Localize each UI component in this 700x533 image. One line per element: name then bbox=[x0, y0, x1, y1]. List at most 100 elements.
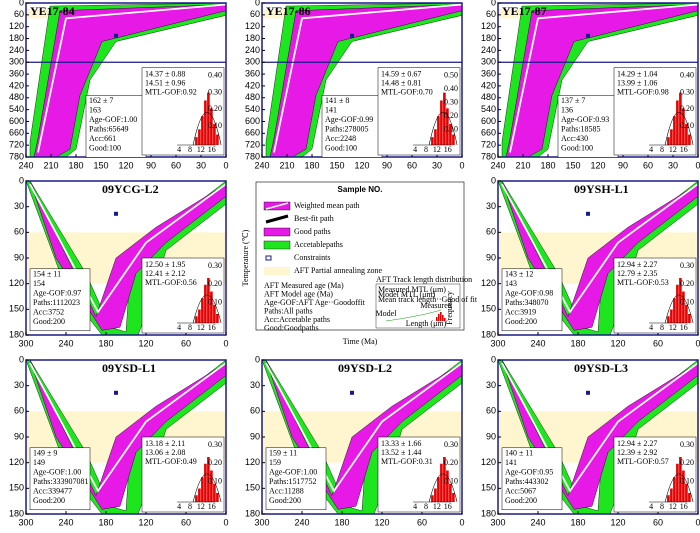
panel-title: 09YSD-L1 bbox=[102, 361, 156, 375]
y-tick-label: 360 bbox=[481, 68, 496, 78]
hist-y-label: 0.10 bbox=[208, 121, 222, 130]
histogram-bar bbox=[434, 488, 437, 502]
histogram-bar bbox=[204, 100, 207, 145]
stats-line: Good:200 bbox=[269, 496, 301, 505]
x-tick-label: 120 bbox=[374, 517, 389, 527]
histogram-bar bbox=[204, 284, 207, 323]
hist-x-label: 16 bbox=[208, 323, 216, 332]
histogram-bar bbox=[216, 134, 219, 145]
histogram-bar bbox=[195, 137, 198, 145]
stats-box bbox=[29, 268, 91, 332]
hist-x-label: 4 bbox=[177, 502, 181, 511]
x-tick-label: 120 bbox=[118, 160, 133, 170]
hist-y-label: 0.30 bbox=[208, 440, 222, 449]
x-tick-label: 180 bbox=[570, 517, 585, 527]
x-tick-label: 210 bbox=[43, 160, 58, 170]
histogram-bar bbox=[210, 108, 213, 145]
stats-box bbox=[557, 95, 619, 158]
mtl-line: 13.52 ± 1.44 bbox=[381, 448, 421, 457]
hist-x-label: 12 bbox=[669, 323, 677, 332]
constraint bbox=[586, 33, 590, 38]
y-tick-label: 0 bbox=[491, 175, 496, 185]
weighted-mean-path bbox=[37, 3, 227, 153]
x-tick-label: 240 bbox=[490, 160, 505, 170]
histogram-bar bbox=[207, 278, 210, 323]
stats-line: Age-GOF:0.97 bbox=[33, 289, 81, 298]
stats-line: Good:100 bbox=[89, 144, 121, 153]
hist-y-label: 0.10 bbox=[680, 476, 694, 485]
y-tick-label: 150 bbox=[245, 483, 260, 493]
y-tick-label: 480 bbox=[245, 92, 260, 102]
hist-x-label: 12 bbox=[197, 145, 205, 154]
weighted-mean-path bbox=[509, 3, 699, 153]
stats-line: Good:200 bbox=[505, 317, 537, 326]
inset-bar bbox=[436, 317, 438, 321]
y-tick-label: 180 bbox=[9, 508, 24, 518]
panel: 09YSH-L1 300 240 180 120 60 0 0 30 60 90 120 150 180 1… bbox=[481, 175, 700, 348]
y-tick-label: 660 bbox=[481, 128, 496, 138]
model-curve bbox=[664, 294, 694, 324]
mtl-line: MTL-GOF:0.56 bbox=[145, 278, 197, 287]
histogram-bar bbox=[443, 457, 446, 502]
histogram-bar bbox=[673, 477, 676, 502]
stats-line: 137 ± 7 bbox=[561, 96, 585, 105]
swatch bbox=[264, 267, 290, 275]
y-tick-label: 600 bbox=[245, 116, 260, 126]
x-tick-label: 120 bbox=[610, 517, 625, 527]
histogram-bar bbox=[682, 108, 685, 145]
mtl-line: MTL-GOF:0.31 bbox=[381, 457, 433, 466]
swatch-line bbox=[265, 202, 289, 210]
hist-y-label: 0.10 bbox=[208, 476, 222, 485]
y-tick-label: 300 bbox=[481, 57, 496, 67]
y-tick-label: 480 bbox=[9, 92, 24, 102]
histogram-bar bbox=[670, 309, 673, 323]
legend-item: Accetablepaths bbox=[294, 240, 343, 249]
y-tick-label: 180 bbox=[481, 329, 496, 339]
x-tick-label: 180 bbox=[68, 160, 83, 170]
x-tick-label: 150 bbox=[329, 160, 344, 170]
stats-line: Acc:3919 bbox=[505, 308, 536, 317]
x-tick-label: 0 bbox=[695, 160, 700, 170]
y-tick-label: 120 bbox=[481, 457, 496, 467]
histogram-bar bbox=[201, 116, 204, 145]
y-tick-label: 720 bbox=[245, 140, 260, 150]
histogram-bar bbox=[670, 129, 673, 145]
inset-title: AFT Track length distribution bbox=[376, 275, 472, 284]
x-tick-label: 210 bbox=[279, 160, 294, 170]
y-tick-label: 0 bbox=[255, 0, 260, 7]
hist-x-label: 12 bbox=[433, 145, 441, 154]
x-tick-label: 180 bbox=[304, 160, 319, 170]
stats-line: Acc:3752 bbox=[33, 308, 64, 317]
y-tick-label: 0 bbox=[19, 0, 24, 7]
histogram-bar bbox=[452, 134, 455, 145]
inset-label: Model bbox=[376, 309, 398, 318]
inset-label: Measured bbox=[420, 301, 452, 310]
legend-note: Age-GOF:AFT Age··Goodoffit bbox=[264, 298, 366, 307]
swatch bbox=[265, 255, 272, 261]
x-tick-label: 30 bbox=[432, 160, 442, 170]
hist-y-label: 0.30 bbox=[208, 87, 222, 96]
x-tick-label: 180 bbox=[98, 338, 113, 348]
mtl-line: 14.37 ± 0.88 bbox=[145, 70, 185, 79]
histogram-bar bbox=[443, 92, 446, 145]
histogram-bar bbox=[198, 129, 201, 145]
x-tick-label: 180 bbox=[540, 160, 555, 170]
constraint bbox=[586, 211, 590, 216]
hist-x-label: 8 bbox=[660, 145, 664, 154]
stats-box bbox=[29, 447, 91, 511]
legend-item: Good paths bbox=[294, 227, 331, 236]
hist-x-label: 12 bbox=[433, 502, 441, 511]
legend-panel: Sample NO. Temperature (℃) Time (Ma) Weight… bbox=[241, 181, 478, 346]
histogram-bar bbox=[431, 137, 434, 145]
stats-box bbox=[265, 447, 327, 511]
hist-y-label: 0.50 bbox=[444, 71, 458, 80]
inset-label: Length (μm) bbox=[406, 319, 447, 328]
y-tick-label: 120 bbox=[245, 457, 260, 467]
histogram-bar bbox=[685, 484, 688, 502]
stats-line: 141 bbox=[325, 106, 337, 115]
good-paths bbox=[33, 4, 227, 158]
histogram-bar bbox=[204, 463, 207, 502]
stats-line: Acc:339477 bbox=[33, 487, 72, 496]
hist-x-label: 16 bbox=[680, 145, 688, 154]
inset-note: Measured MTL (μm) bbox=[378, 285, 446, 294]
